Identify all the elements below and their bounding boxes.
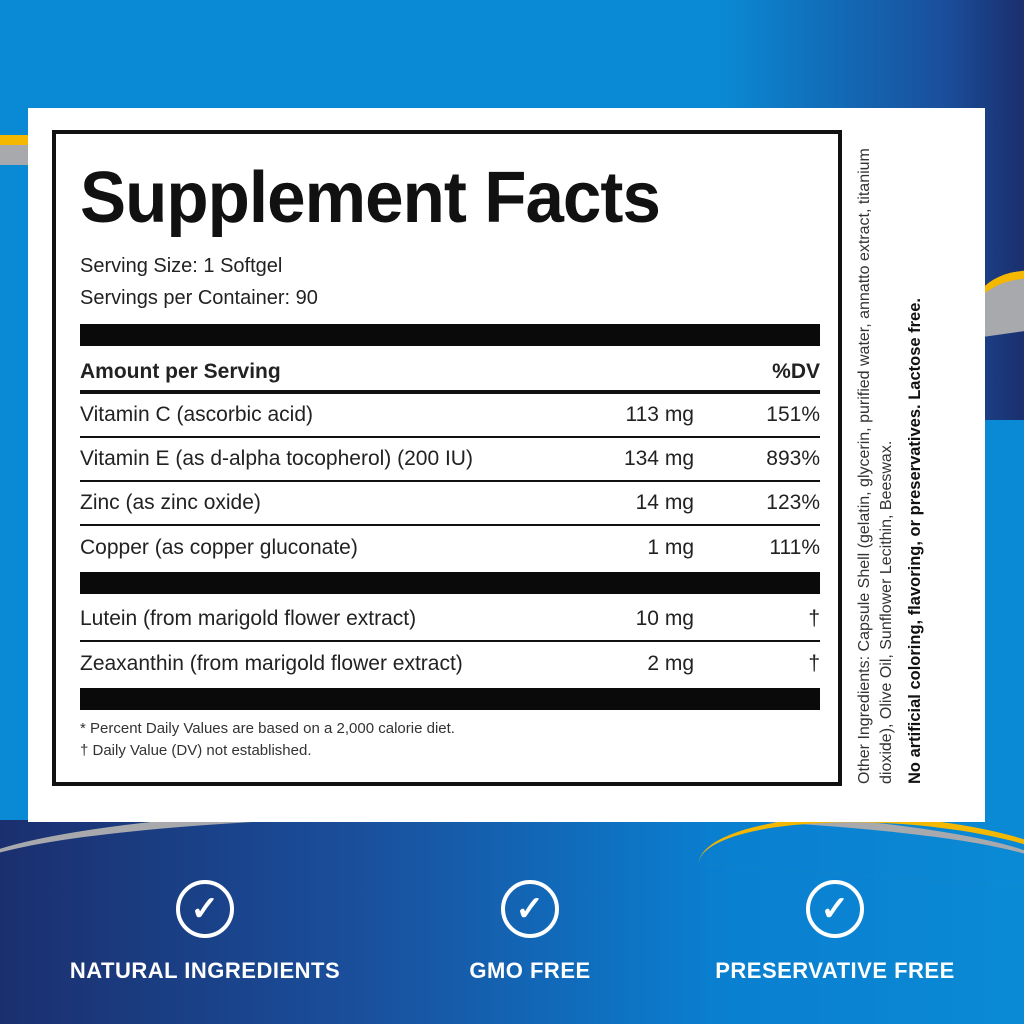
nutrient-dv: † bbox=[808, 652, 820, 675]
check-circle-icon: ✓ bbox=[501, 880, 559, 938]
nutrient-amount: 134 mg bbox=[623, 447, 694, 470]
check-circle-icon: ✓ bbox=[806, 880, 864, 938]
check-circle-icon: ✓ bbox=[176, 880, 234, 938]
nutrient-dv: 893% bbox=[766, 447, 820, 470]
badge-label: PRESERVATIVE FREE bbox=[715, 958, 955, 983]
footnote: * Percent Daily Values are based on a 2,… bbox=[80, 720, 455, 737]
table-row: Vitamin E (as d-alpha tocopherol) (200 I… bbox=[80, 438, 820, 482]
nutrient-dv: 123% bbox=[766, 491, 820, 514]
nutrient-name: Vitamin C (ascorbic acid) bbox=[80, 403, 314, 426]
nutrient-dv: 151% bbox=[766, 403, 820, 426]
badge-gmo-free: ✓ GMO FREE bbox=[420, 880, 640, 984]
nutrient-name: Copper (as copper gluconate) bbox=[80, 536, 358, 559]
decorative-stripe bbox=[0, 135, 30, 165]
nutrient-amount: 113 mg bbox=[625, 403, 695, 426]
footnote: † Daily Value (DV) not established. bbox=[80, 742, 312, 759]
nutrient-name: Lutein (from marigold flower extract) bbox=[80, 607, 417, 630]
nutrient-dv: † bbox=[808, 607, 820, 630]
divider-bar bbox=[80, 572, 820, 594]
disclaimer: No artificial coloring, flavoring, or pr… bbox=[906, 298, 924, 784]
servings-per-container: Servings per Container: 90 bbox=[80, 287, 318, 309]
table-row: Copper (as copper gluconate) 1 mg 111% bbox=[80, 526, 820, 570]
nutrient-amount: 14 mg bbox=[635, 491, 694, 514]
nutrient-name: Zeaxanthin (from marigold flower extract… bbox=[80, 652, 463, 675]
nutrient-name: Vitamin E (as d-alpha tocopherol) (200 I… bbox=[80, 447, 473, 470]
badge-natural-ingredients: ✓ NATURAL INGREDIENTS bbox=[30, 880, 380, 984]
nutrient-dv: 111% bbox=[769, 536, 820, 559]
other-ingredients: Other Ingredients: Capsule Shell (gelati… bbox=[856, 148, 895, 784]
side-text: Other Ingredients: Capsule Shell (gelati… bbox=[850, 130, 975, 790]
table-row: Zinc (as zinc oxide) 14 mg 123% bbox=[80, 482, 820, 526]
nutrient-amount: 1 mg bbox=[647, 536, 694, 559]
amount-header: Amount per Serving bbox=[80, 360, 281, 383]
table-header: Amount per Serving %DV bbox=[80, 354, 820, 394]
nutrient-amount: 10 mg bbox=[635, 607, 694, 630]
table-row: Vitamin C (ascorbic acid) 113 mg 151% bbox=[80, 394, 820, 438]
nutrient-name: Zinc (as zinc oxide) bbox=[80, 491, 261, 514]
serving-size: Serving Size: 1 Softgel bbox=[80, 255, 283, 277]
divider-bar bbox=[80, 324, 820, 346]
table-row: Zeaxanthin (from marigold flower extract… bbox=[80, 642, 820, 686]
table-row: Lutein (from marigold flower extract) 10 … bbox=[80, 598, 820, 642]
supplement-facts-panel: Supplement Facts Serving Size: 1 Softgel… bbox=[52, 130, 842, 786]
nutrient-amount: 2 mg bbox=[647, 652, 694, 675]
panel-title: Supplement Facts bbox=[80, 158, 661, 238]
badge-preservative-free: ✓ PRESERVATIVE FREE bbox=[680, 880, 990, 984]
dv-header: %DV bbox=[772, 360, 820, 383]
badge-label: GMO FREE bbox=[469, 958, 591, 983]
divider-bar bbox=[80, 688, 820, 710]
badge-label: NATURAL INGREDIENTS bbox=[69, 958, 341, 983]
